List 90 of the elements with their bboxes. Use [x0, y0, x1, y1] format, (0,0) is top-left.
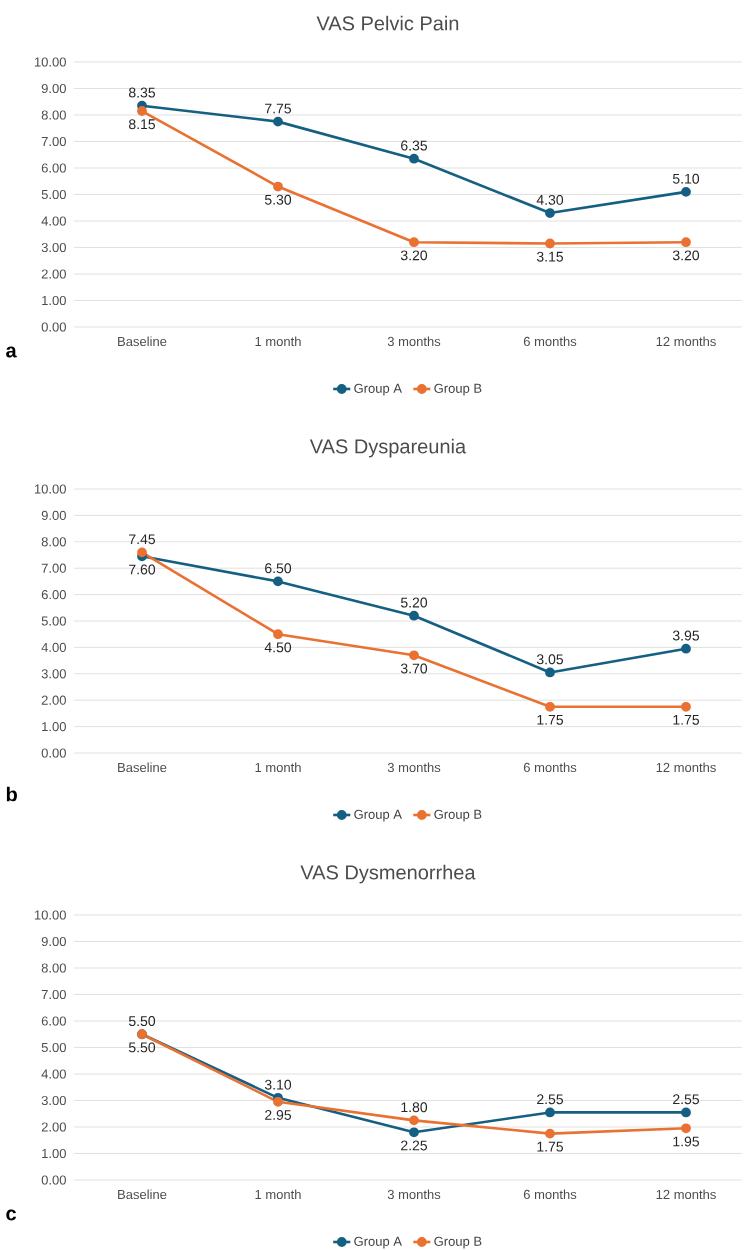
- x-tick-label: 12 months: [656, 1189, 716, 1200]
- y-tick-label: 9.00: [41, 510, 66, 520]
- data-label: 4.50: [264, 642, 292, 653]
- x-tick-label: 3 months: [387, 1189, 441, 1200]
- y-tick-label: 6.00: [41, 163, 66, 173]
- x-tick-label: 1 month: [255, 336, 301, 347]
- chart-title: VAS Pelvic Pain: [316, 15, 459, 31]
- data-label: 1.95: [673, 1136, 700, 1147]
- data-label: 3.70: [400, 663, 428, 674]
- y-tick-label: 0.00: [41, 322, 66, 332]
- x-tick-label: 6 months: [523, 762, 577, 773]
- text: b: [6, 786, 17, 802]
- legend-label: Group A: [354, 383, 402, 396]
- text: a: [6, 346, 17, 358]
- data-label: 8.35: [128, 87, 156, 98]
- y-tick-label: 9.00: [41, 936, 66, 947]
- y-tick-label: 1.00: [42, 1148, 66, 1159]
- x-tick-label: 12 months: [656, 336, 716, 347]
- data-label: 6.50: [265, 563, 292, 574]
- x-tick-label: 12 months: [656, 762, 716, 773]
- data-label: 3.20: [400, 250, 428, 261]
- y-tick-label: 5.00: [41, 1042, 66, 1053]
- y-tick-label: 4.00: [41, 1069, 66, 1079]
- y-tick-label: 8.00: [41, 110, 66, 120]
- y-tick-label: 0.00: [41, 748, 66, 758]
- y-tick-label: 3.00: [41, 242, 66, 253]
- data-label: 4.30: [536, 194, 564, 205]
- data-label: 3.20: [672, 250, 700, 261]
- data-label: 2.55: [537, 1094, 564, 1105]
- y-tick-label: 4.00: [41, 216, 66, 226]
- data-label: 5.50: [128, 1016, 156, 1027]
- legend-label: Group B: [434, 383, 482, 396]
- y-tick-label: 7.00: [41, 989, 66, 1000]
- y-tick-label: 10.00: [34, 484, 66, 494]
- y-tick-label: 6.00: [41, 1016, 66, 1026]
- x-tick-label: Baseline: [118, 336, 167, 347]
- data-label: 3.10: [264, 1079, 292, 1090]
- y-tick-label: 3.00: [41, 1095, 66, 1106]
- data-label: 5.30: [264, 194, 292, 205]
- data-label: 6.35: [401, 140, 428, 151]
- y-tick-label: 1.00: [42, 295, 66, 306]
- x-tick-label: 1 month: [255, 762, 301, 773]
- data-label: 1.75: [537, 1141, 564, 1152]
- x-tick-label: 3 months: [387, 762, 441, 773]
- y-tick-label: 8.00: [41, 537, 66, 547]
- y-tick-label: 9.00: [41, 83, 66, 94]
- y-tick-label: 4.00: [41, 642, 66, 652]
- data-label: 5.50: [128, 1042, 156, 1053]
- y-tick-label: 3.00: [41, 669, 66, 679]
- x-tick-label: 6 months: [523, 1189, 577, 1200]
- data-label: 7.75: [265, 103, 292, 114]
- x-tick-label: 3 months: [387, 336, 441, 347]
- chart-title: VAS Dysmenorrhea: [300, 864, 476, 884]
- data-label: 1.75: [673, 714, 700, 725]
- y-tick-label: 2.00: [41, 1122, 66, 1132]
- legend-label: Group A: [354, 1236, 402, 1249]
- data-label: 3.95: [672, 630, 700, 641]
- data-label: 1.75: [537, 714, 564, 725]
- data-label: 2.25: [401, 1140, 428, 1151]
- data-label: 5.20: [400, 597, 428, 608]
- y-tick-label: 7.00: [41, 563, 66, 573]
- y-tick-label: 2.00: [41, 269, 66, 279]
- x-tick-label: 6 months: [523, 336, 577, 347]
- data-label: 1.80: [401, 1102, 428, 1113]
- y-tick-label: 0.00: [41, 1175, 66, 1185]
- y-tick-label: 6.00: [41, 589, 66, 600]
- data-label: 7.60: [129, 564, 156, 575]
- y-tick-label: 5.00: [41, 616, 66, 626]
- data-label: 7.45: [129, 534, 156, 545]
- data-label: 5.10: [672, 173, 700, 184]
- y-tick-label: 1.00: [42, 721, 66, 732]
- legend-label: Group A: [354, 809, 402, 822]
- y-tick-label: 5.00: [41, 189, 66, 200]
- y-tick-label: 8.00: [41, 963, 66, 973]
- x-tick-label: Baseline: [118, 762, 167, 773]
- data-label: 8.15: [128, 119, 156, 130]
- x-tick-label: Baseline: [118, 1189, 167, 1200]
- legend-label: Group B: [434, 1236, 482, 1249]
- data-label: 2.55: [673, 1094, 700, 1105]
- x-tick-label: 1 month: [255, 1189, 301, 1200]
- y-tick-label: 7.00: [41, 136, 66, 147]
- data-label: 3.15: [536, 251, 564, 262]
- y-tick-label: 10.00: [34, 910, 66, 920]
- data-label: 3.05: [536, 654, 564, 665]
- chart-title: VAS Dyspareunia: [309, 438, 467, 458]
- text: c: [6, 1209, 17, 1221]
- y-tick-label: 10.00: [34, 57, 66, 67]
- data-label: 2.95: [265, 1110, 292, 1120]
- y-tick-label: 2.00: [41, 695, 66, 705]
- legend-label: Group B: [434, 809, 482, 822]
